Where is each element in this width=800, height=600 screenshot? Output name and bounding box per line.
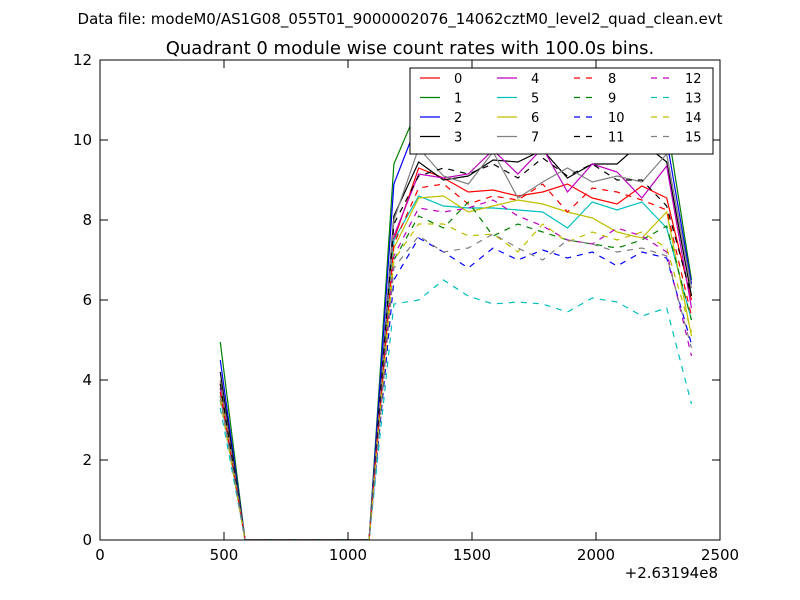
legend-label-7: 7 xyxy=(531,131,539,146)
y-tick-label: 4 xyxy=(82,371,92,389)
legend-box xyxy=(409,67,714,155)
series-line-15 xyxy=(219,233,693,540)
legend-label-13: 13 xyxy=(685,92,702,107)
x-tick-label: 2500 xyxy=(701,546,739,564)
series-line-13 xyxy=(219,279,693,540)
series-line-6 xyxy=(219,195,693,540)
legend-label-5: 5 xyxy=(531,92,539,107)
x-tick-label: 500 xyxy=(210,546,239,564)
legend-label-1: 1 xyxy=(454,92,462,107)
series-line-8 xyxy=(219,183,693,540)
series-line-0 xyxy=(219,167,693,540)
legend-label-12: 12 xyxy=(685,72,702,87)
series-line-7 xyxy=(219,146,693,540)
legend-label-15: 15 xyxy=(685,131,702,146)
legend-label-2: 2 xyxy=(454,111,462,126)
legend-label-11: 11 xyxy=(608,131,625,146)
x-tick-label: 2000 xyxy=(577,546,615,564)
series-line-9 xyxy=(219,201,693,540)
y-tick-label: 10 xyxy=(73,131,92,149)
series-line-12 xyxy=(219,199,693,540)
y-tick-label: 6 xyxy=(82,291,92,309)
x-axis-offset-label: +2.63194e8 xyxy=(625,564,718,582)
legend-label-14: 14 xyxy=(685,111,702,126)
series-line-4 xyxy=(219,146,693,540)
legend-label-8: 8 xyxy=(608,72,616,87)
x-tick-label: 1000 xyxy=(329,546,367,564)
series-line-5 xyxy=(219,195,693,540)
x-tick-label: 1500 xyxy=(453,546,491,564)
y-tick-label: 12 xyxy=(73,51,92,69)
legend-label-4: 4 xyxy=(531,72,539,87)
legend-label-9: 9 xyxy=(608,92,616,107)
legend-label-6: 6 xyxy=(531,111,539,126)
x-tick-label: 0 xyxy=(95,546,105,564)
legend-label-0: 0 xyxy=(454,72,462,87)
y-tick-label: 8 xyxy=(82,211,92,229)
y-tick-label: 0 xyxy=(82,531,92,549)
figure-suptitle: Data file: modeM0/AS1G08_055T01_90000020… xyxy=(78,10,723,29)
legend-label-3: 3 xyxy=(454,131,462,146)
series-line-3 xyxy=(219,141,693,540)
series-line-10 xyxy=(219,237,693,540)
y-tick-label: 2 xyxy=(82,451,92,469)
legend-label-10: 10 xyxy=(608,111,625,126)
series-line-14 xyxy=(219,223,693,540)
chart-title: Quadrant 0 module wise count rates with … xyxy=(166,38,655,59)
